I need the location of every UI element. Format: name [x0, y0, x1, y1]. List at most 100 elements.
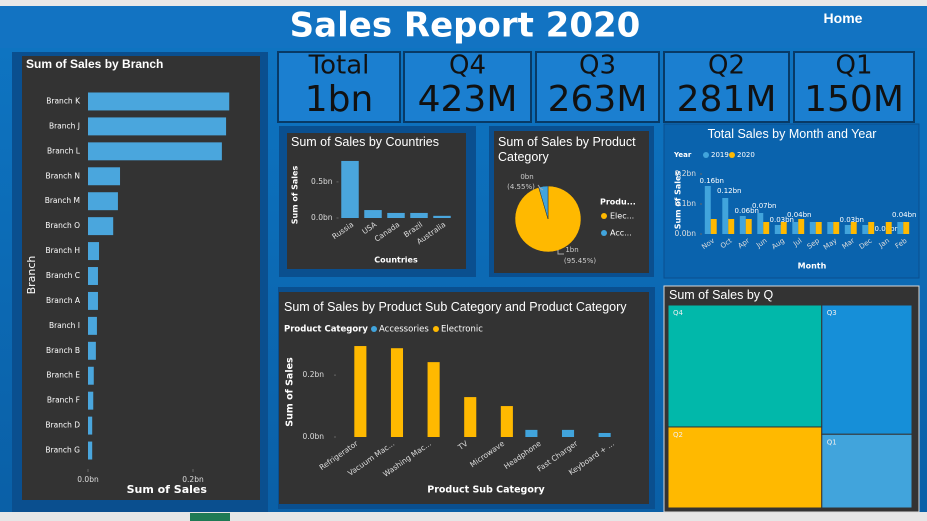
bar — [561, 429, 575, 437]
y-tick-label: Branch E — [46, 371, 80, 380]
bar — [390, 348, 404, 437]
y-axis-label: Sum of Sales — [285, 357, 296, 427]
bar — [354, 346, 367, 437]
kpi-value: 281M — [677, 79, 777, 120]
legend-swatch — [433, 326, 439, 332]
bar — [897, 222, 904, 234]
bar — [710, 219, 717, 234]
x-tick-label: 0.2bn — [182, 475, 204, 484]
x-axis-label: Countries — [374, 256, 418, 265]
bar — [844, 225, 851, 234]
pie-slice — [538, 185, 549, 220]
bar — [792, 222, 799, 234]
legend-label: Accessories — [379, 325, 429, 335]
bar — [885, 222, 892, 234]
tile-label: Q2 — [673, 431, 683, 439]
panel-title: Sum of Sales by Branch — [26, 57, 164, 71]
bar — [387, 212, 405, 218]
bar — [341, 160, 359, 218]
panel-title: Sum of Sales by Product Sub Category and… — [284, 300, 627, 314]
bar — [903, 222, 910, 234]
bar — [88, 192, 118, 211]
home-button[interactable]: Home — [823, 10, 863, 26]
bar — [88, 416, 93, 435]
treemap-tile — [821, 433, 913, 509]
bar — [88, 366, 94, 385]
kpi-card — [535, 51, 660, 123]
kpi-label: Q3 — [579, 51, 616, 81]
bar — [88, 92, 230, 111]
bar — [427, 362, 440, 437]
status-strip — [0, 512, 927, 521]
kpi-value: 423M — [418, 79, 518, 120]
y-tick-label: Branch B — [46, 346, 80, 355]
bar — [850, 222, 857, 234]
y-tick-label: Branch J — [49, 121, 80, 130]
y-tick-label: Branch L — [47, 146, 81, 155]
data-label: 0.04bn — [892, 211, 916, 219]
bar — [833, 222, 840, 234]
bar — [728, 219, 735, 234]
legend-title: Product Category — [284, 325, 368, 335]
legend-swatch — [601, 213, 607, 219]
y-tick-label: Branch C — [46, 271, 80, 280]
legend-label: Elec... — [610, 212, 634, 221]
legend-label: Electronic — [441, 325, 483, 335]
kpi-card — [663, 51, 790, 123]
y-axis-label: Sum of Sales — [674, 171, 683, 230]
bar — [88, 242, 100, 261]
bar — [815, 222, 822, 234]
report-title: Sales Report 2020 — [290, 6, 641, 46]
panel-title: Sum of Sales by Q — [669, 288, 774, 302]
tile-label: Q3 — [827, 309, 837, 317]
bar — [774, 225, 781, 234]
bar — [780, 222, 787, 234]
legend-label: 2019 — [711, 151, 729, 159]
bar — [862, 225, 869, 234]
bar — [798, 219, 805, 234]
plots: Branch K Branch J Branch L Branch N Branch M… — [25, 92, 917, 509]
bar — [598, 432, 611, 437]
y-tick-label: Branch K — [46, 96, 81, 105]
y-tick-label: Branch M — [45, 196, 80, 205]
bar — [739, 216, 746, 234]
bar — [88, 291, 98, 310]
treemap-tile — [667, 426, 823, 509]
y-axis-label: Branch — [25, 256, 38, 295]
kpi-label: Q4 — [449, 51, 486, 81]
leader-line — [557, 250, 564, 255]
bar — [88, 167, 121, 186]
legend-swatch — [371, 326, 377, 332]
treemap-tile — [821, 304, 913, 435]
panel — [287, 133, 466, 269]
kpi-card — [403, 51, 532, 123]
kpi-label: Total — [308, 51, 370, 81]
bar — [410, 212, 428, 218]
bar — [809, 222, 816, 234]
legend-title: Year — [673, 151, 692, 159]
x-axis-label: Month — [798, 262, 827, 271]
panel-title: Sum of Sales by Product Category — [498, 135, 636, 164]
legend-label: Acc... — [610, 229, 632, 238]
y-tick-label: Branch G — [45, 446, 80, 455]
legend-swatch — [729, 152, 735, 158]
data-label: 0.04bn — [787, 211, 811, 219]
y-tick-label: Branch F — [47, 396, 80, 405]
kpi-label: Q1 — [835, 51, 872, 81]
panel-title: Sum of Sales by Countries — [291, 135, 439, 149]
kpi-value: 150M — [804, 79, 904, 120]
data-label: 0.12bn — [717, 187, 741, 195]
ribbon-strip — [0, 0, 927, 6]
y-tick-label: 0.2bn — [675, 169, 697, 178]
x-tick-label: 0.0bn — [77, 475, 99, 484]
legend-title: Produ... — [600, 198, 636, 207]
sheet-tab — [190, 513, 230, 521]
data-label: 0bn — [520, 173, 533, 181]
bar — [525, 429, 538, 437]
kpi-card — [277, 51, 401, 123]
panel — [663, 123, 920, 279]
data-label: (4.55%) — [507, 183, 535, 191]
data-label: 0.07bn — [752, 202, 776, 210]
legend-label: 2020 — [737, 151, 755, 159]
